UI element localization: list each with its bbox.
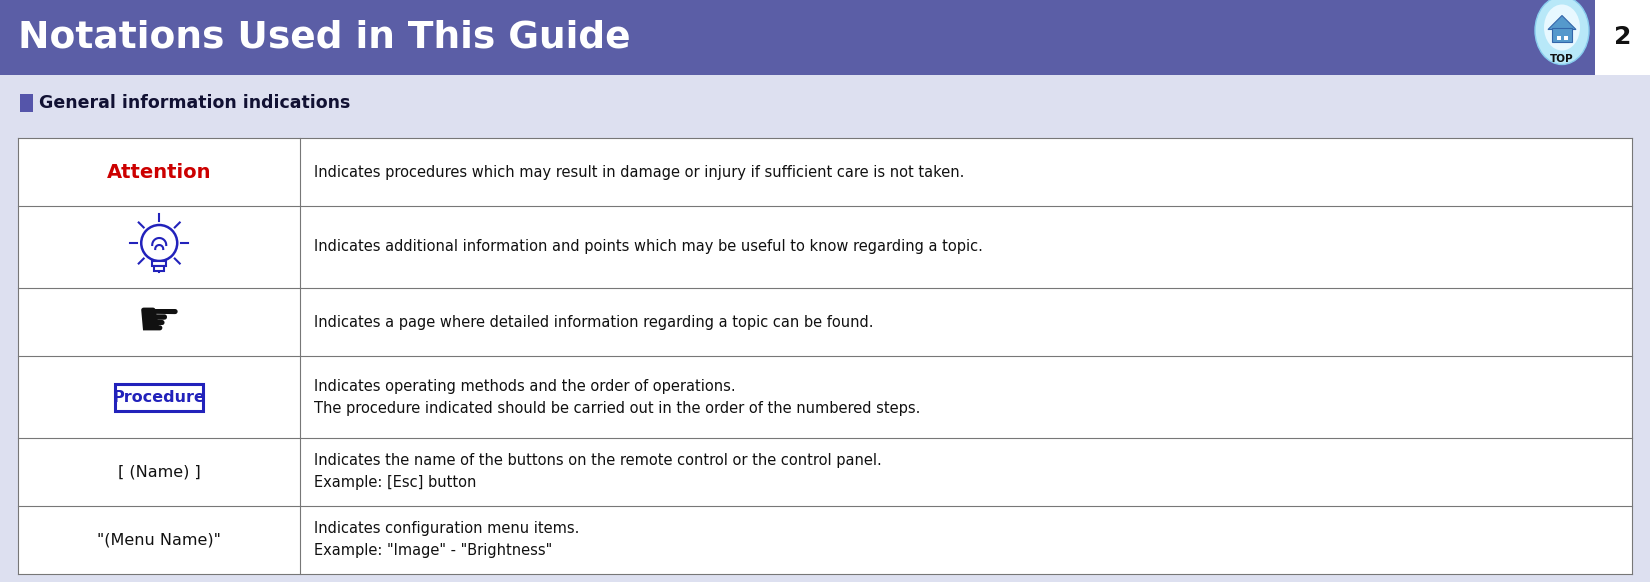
Text: "(Menu Name)": "(Menu Name)" (97, 533, 221, 548)
Text: Indicates a page where detailed information regarding a topic can be found.: Indicates a page where detailed informat… (315, 314, 874, 329)
Bar (153, 266, 165, 271)
Text: Notations Used in This Guide: Notations Used in This Guide (18, 20, 630, 55)
Text: Example: [Esc] button: Example: [Esc] button (315, 475, 477, 491)
Bar (116, 384, 203, 410)
Text: ☛: ☛ (137, 298, 182, 346)
Bar (1564, 36, 1567, 40)
Text: Indicates procedures which may result in damage or injury if sufficient care is : Indicates procedures which may result in… (315, 165, 965, 179)
Text: Example: "Image" - "Brightness": Example: "Image" - "Brightness" (315, 544, 553, 559)
Text: 2: 2 (1614, 26, 1632, 49)
Polygon shape (1548, 16, 1576, 30)
Text: Indicates configuration menu items.: Indicates configuration menu items. (315, 521, 579, 537)
Text: [ (Name) ]: [ (Name) ] (117, 464, 201, 480)
Bar (0, 75, 1650, 582)
Text: Indicates additional information and points which may be useful to know regardin: Indicates additional information and poi… (315, 240, 983, 254)
Circle shape (142, 225, 177, 261)
Text: Procedure: Procedure (112, 389, 206, 404)
Text: TOP: TOP (1551, 55, 1574, 65)
Text: Indicates operating methods and the order of operations.: Indicates operating methods and the orde… (315, 378, 736, 393)
Bar (20, 94, 33, 112)
Text: General information indications: General information indications (40, 94, 350, 112)
Text: Attention: Attention (107, 162, 211, 182)
Ellipse shape (1534, 0, 1589, 65)
Bar (1558, 36, 1561, 40)
Ellipse shape (1544, 5, 1581, 51)
Text: Indicates the name of the buttons on the remote control or the control panel.: Indicates the name of the buttons on the… (315, 453, 883, 469)
Text: The procedure indicated should be carried out in the order of the numbered steps: The procedure indicated should be carrie… (315, 400, 921, 416)
Bar (18, 138, 1632, 574)
Bar (152, 261, 167, 266)
Bar (1596, 0, 1650, 75)
Bar (0, 0, 1596, 75)
Bar (1553, 27, 1572, 41)
